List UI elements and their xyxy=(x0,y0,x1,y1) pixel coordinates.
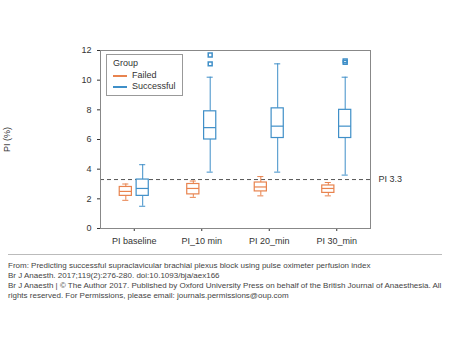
svg-text:PI 3.3: PI 3.3 xyxy=(379,174,403,184)
svg-text:10: 10 xyxy=(81,75,91,85)
html-text:From: Predicting successful su: From: Predicting successful supraclavicu… xyxy=(8,261,371,270)
svg-text:PI baseline: PI baseline xyxy=(112,236,157,246)
svg-text:8: 8 xyxy=(86,105,91,115)
svg-text:4: 4 xyxy=(86,164,91,174)
html-text:Group: Group xyxy=(113,58,138,68)
html-text:Successful: Successful xyxy=(132,81,176,91)
svg-text:6: 6 xyxy=(86,134,91,144)
svg-text:0: 0 xyxy=(86,223,91,233)
svg-text:PI 20_min: PI 20_min xyxy=(249,236,290,246)
svg-text:PI_10 min: PI_10 min xyxy=(181,236,222,246)
html-text:Br J Anaesth | © The Author 20: Br J Anaesth | © The Author 2017. Publis… xyxy=(8,281,442,300)
svg-text:12: 12 xyxy=(81,45,91,55)
svg-text:PI 30_min: PI 30_min xyxy=(316,236,357,246)
html-text:Br J Anaesth. 2017;119(2):276-: Br J Anaesth. 2017;119(2):276-280. doi:1… xyxy=(8,271,220,280)
svg-text:PI (%): PI (%) xyxy=(2,127,12,152)
svg-text:2: 2 xyxy=(86,194,91,204)
html-text:Failed: Failed xyxy=(132,70,157,80)
